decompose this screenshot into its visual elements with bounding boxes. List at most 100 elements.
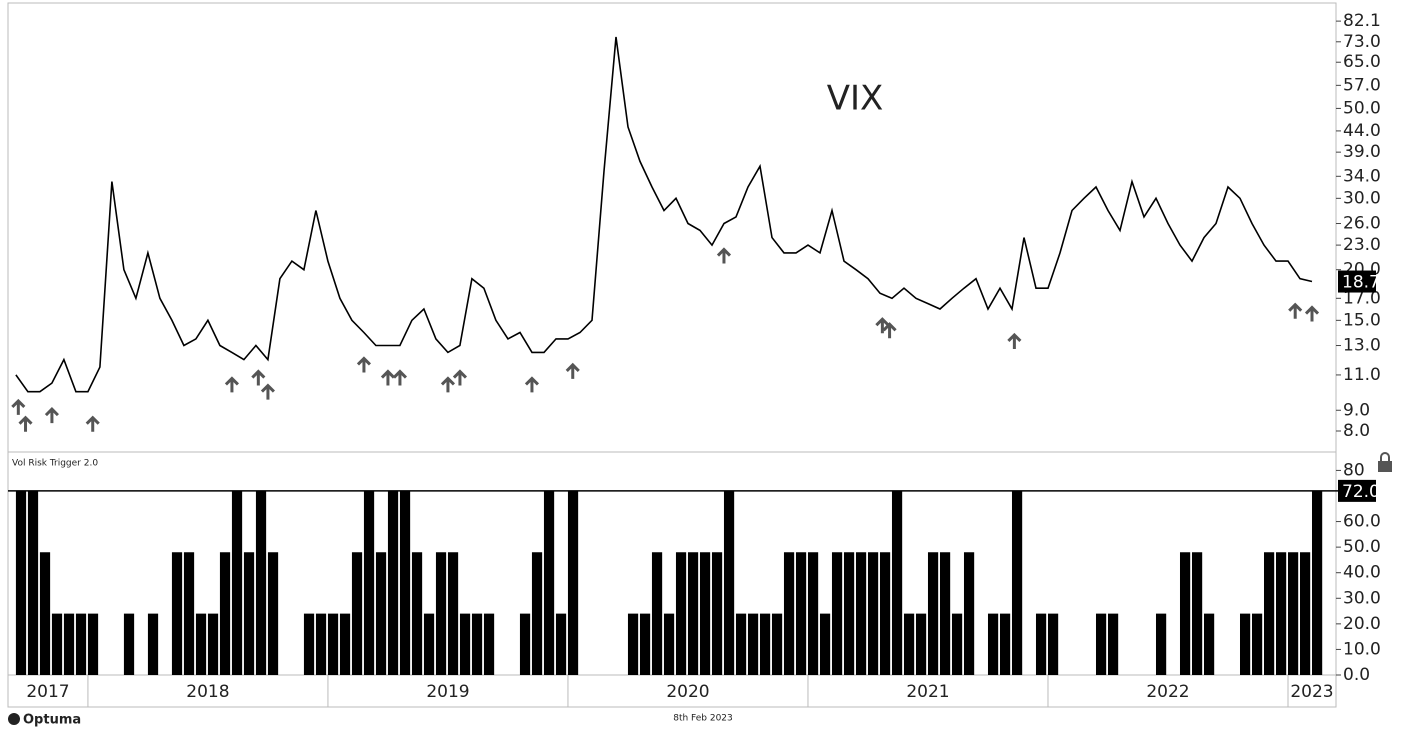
y-tick-label: 10.0 xyxy=(1343,639,1381,659)
signal-arrow xyxy=(380,369,396,386)
bar xyxy=(339,613,351,675)
bar xyxy=(303,613,315,675)
x-tick-label: 2017 xyxy=(26,682,69,702)
bar xyxy=(39,552,51,675)
bar xyxy=(807,552,819,675)
bar xyxy=(891,490,903,675)
vix-line xyxy=(15,36,1313,393)
bar xyxy=(363,490,375,675)
y-tick-label: 34.0 xyxy=(1343,166,1381,186)
bar xyxy=(231,490,243,675)
signal-arrow xyxy=(356,356,372,373)
chart-title: VIX xyxy=(827,79,884,119)
signal-arrow xyxy=(875,317,890,334)
bar xyxy=(987,613,999,675)
signal-arrow xyxy=(1304,305,1320,322)
bar xyxy=(471,613,483,675)
bar xyxy=(171,552,183,675)
signal-arrow xyxy=(524,376,540,393)
bar xyxy=(1287,552,1299,675)
bar xyxy=(687,552,699,675)
bar xyxy=(87,613,99,675)
bar xyxy=(195,613,207,675)
bar xyxy=(123,613,135,675)
signal-arrow xyxy=(85,415,100,432)
bar xyxy=(459,613,471,675)
bar xyxy=(1107,613,1119,675)
bar xyxy=(207,613,219,675)
bar xyxy=(1311,490,1323,675)
bar xyxy=(531,552,543,675)
bar xyxy=(1047,613,1059,675)
y-tick-label: 0.0 xyxy=(1343,665,1370,685)
y-tick-label: 8.0 xyxy=(1343,421,1370,441)
y-tick-label: 60.0 xyxy=(1343,512,1381,532)
bar xyxy=(183,552,195,675)
x-tick-label: 2020 xyxy=(666,682,709,702)
signal-arrow xyxy=(224,376,239,393)
y-tick-label: 73.0 xyxy=(1343,32,1381,52)
bar xyxy=(927,552,939,675)
bar xyxy=(747,613,759,675)
bar xyxy=(147,613,159,675)
y-tick-label: 9.0 xyxy=(1343,400,1370,420)
signal-arrow xyxy=(44,407,59,424)
signal-arrow xyxy=(882,322,897,339)
plot-area xyxy=(11,36,1320,432)
bar xyxy=(255,490,267,675)
y-tick-label: 15.0 xyxy=(1343,310,1381,330)
bar xyxy=(219,552,231,675)
bar xyxy=(735,613,747,675)
signal-arrow xyxy=(565,362,580,379)
y-tick-label: 20.0 xyxy=(1343,614,1381,634)
current-value-label: 72.0 xyxy=(1342,482,1380,502)
lock-body xyxy=(1378,461,1392,472)
bar xyxy=(1251,613,1263,675)
bar xyxy=(675,552,687,675)
bar xyxy=(243,552,255,675)
bar xyxy=(51,613,63,675)
bar xyxy=(543,490,555,675)
y-tick-label: 17.0 xyxy=(1343,288,1381,308)
lock-icon[interactable] xyxy=(1378,452,1392,472)
bar xyxy=(879,552,891,675)
y-tick-label: 30.0 xyxy=(1343,588,1381,608)
bar xyxy=(15,490,27,675)
bar xyxy=(1239,613,1251,675)
bar xyxy=(831,552,843,675)
bar xyxy=(819,613,831,675)
bar xyxy=(375,552,387,675)
bar xyxy=(1095,613,1107,675)
bar xyxy=(759,613,771,675)
y-tick-label: 30.0 xyxy=(1343,188,1381,208)
bar xyxy=(1035,613,1047,675)
bar xyxy=(567,490,579,675)
bar xyxy=(519,613,531,675)
bar xyxy=(75,613,87,675)
footer-logo: Optuma xyxy=(8,713,81,728)
y-tick-label: 40.0 xyxy=(1343,563,1381,583)
bar xyxy=(327,613,339,675)
bar xyxy=(771,613,783,675)
bar xyxy=(1011,490,1023,675)
x-tick-label: 2019 xyxy=(426,682,469,702)
y-tick-label: 82.1 xyxy=(1343,11,1381,31)
bar xyxy=(939,552,951,675)
signal-arrow xyxy=(11,398,26,415)
bar xyxy=(711,552,723,675)
bar xyxy=(915,613,927,675)
bar xyxy=(1203,613,1215,675)
signal-arrow xyxy=(452,369,468,386)
signal-arrow xyxy=(251,369,266,386)
bar xyxy=(555,613,567,675)
y-tick-label: 50.0 xyxy=(1343,98,1381,118)
bar xyxy=(399,490,411,675)
bar xyxy=(435,552,447,675)
bar xyxy=(867,552,879,675)
bar xyxy=(903,613,915,675)
x-tick-label: 2022 xyxy=(1146,682,1189,702)
x-tick-label: 2018 xyxy=(186,682,229,702)
y-tick-label: 26.0 xyxy=(1343,214,1381,234)
bar xyxy=(795,552,807,675)
